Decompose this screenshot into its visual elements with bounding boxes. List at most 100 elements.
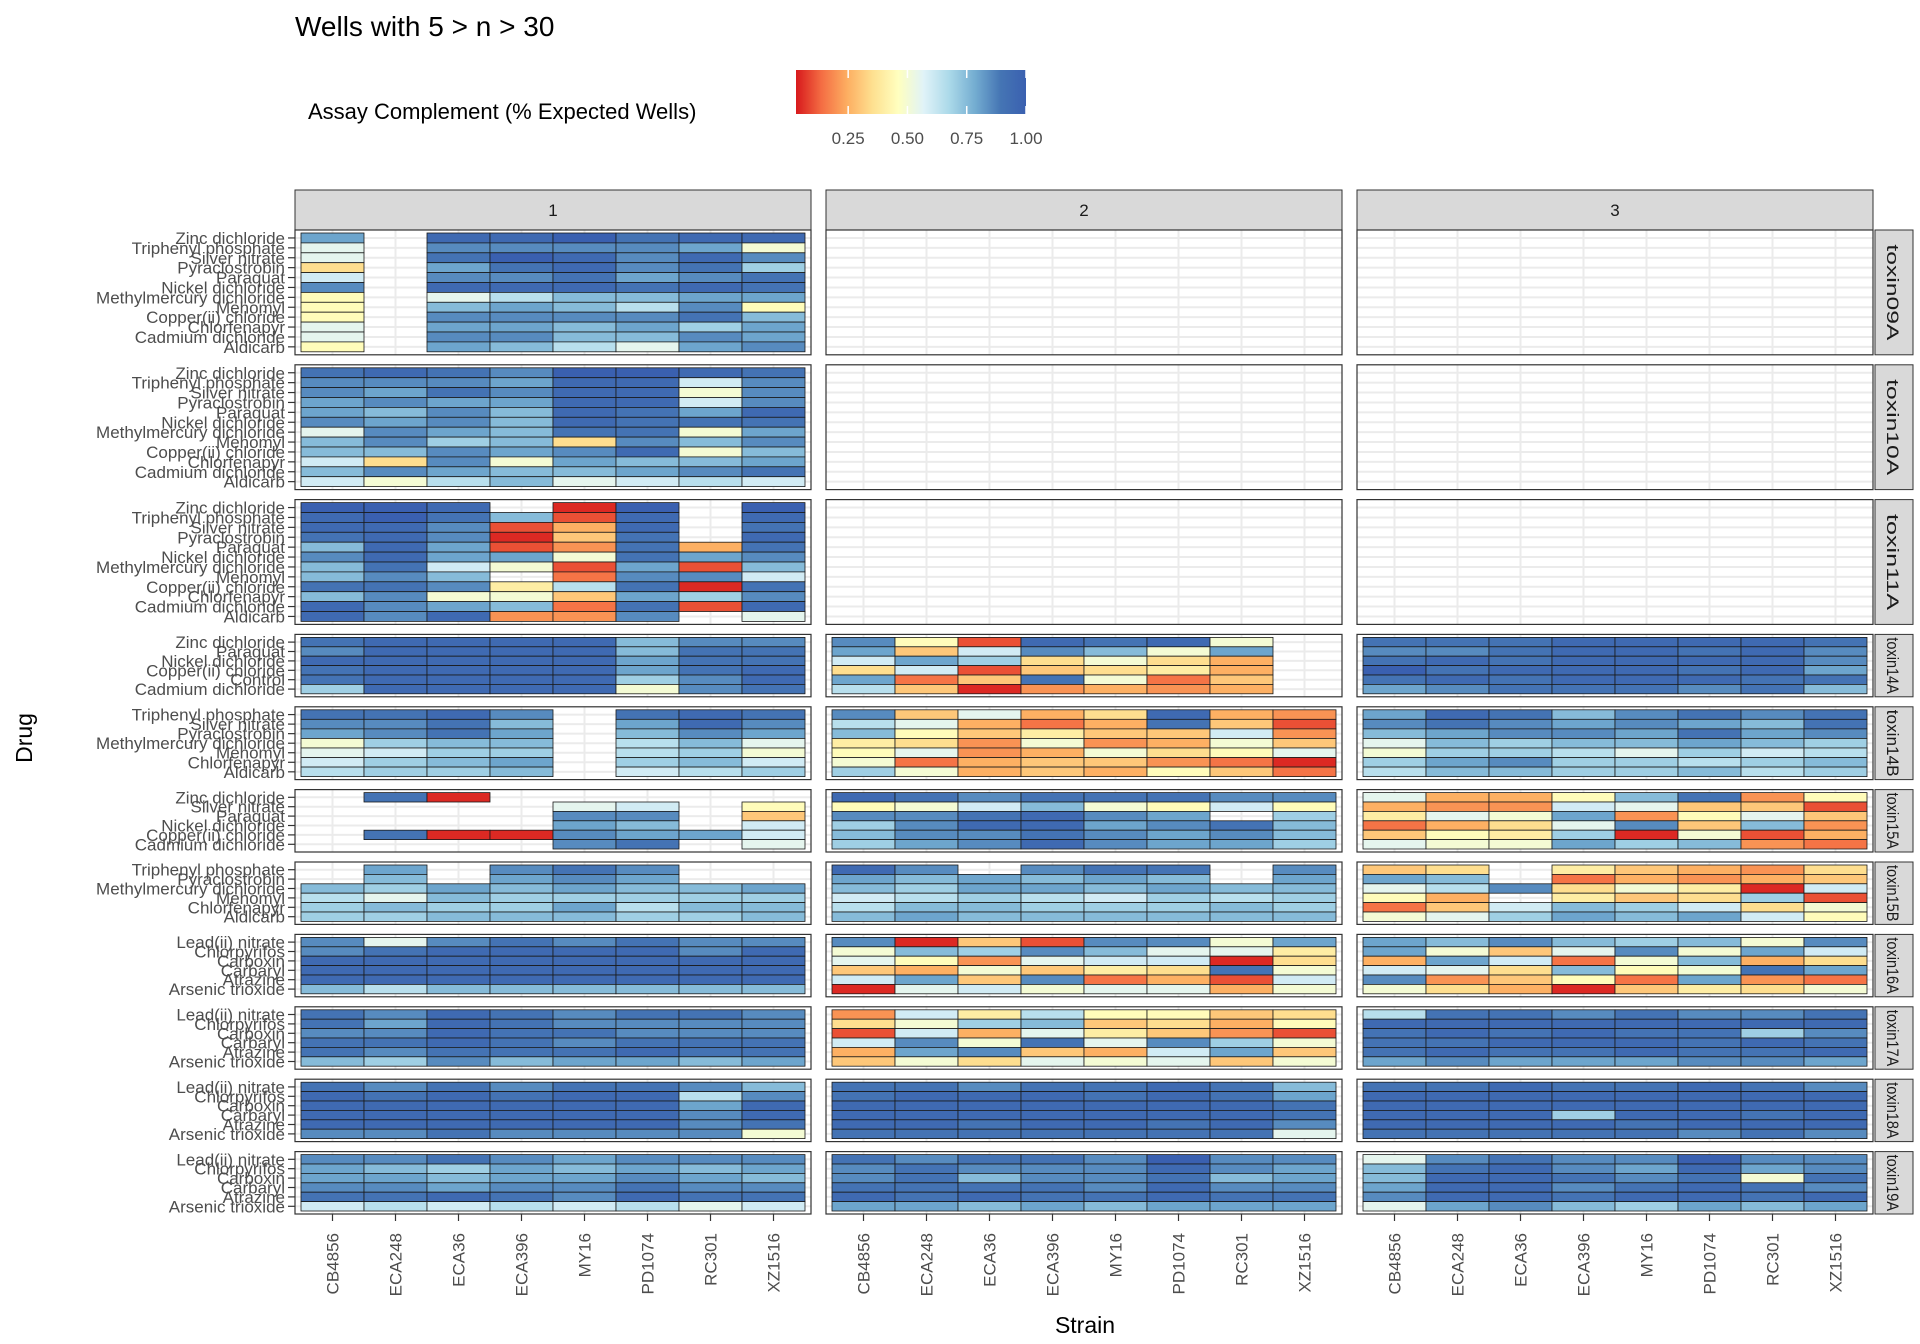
row-strip: toxin18A <box>1874 1078 1914 1143</box>
heatmap-cell <box>426 541 491 553</box>
y-tick-label: Pyraclostrobin <box>177 528 285 547</box>
y-tick-label: Methylmercury dichloride <box>96 558 285 577</box>
heatmap-cell <box>1740 674 1805 685</box>
heatmap-cell <box>1362 637 1427 648</box>
heatmap-cell <box>489 1100 554 1111</box>
heatmap-cell <box>678 757 743 768</box>
heatmap-cell <box>1425 937 1490 948</box>
heatmap-cell <box>615 1191 680 1202</box>
heatmap-cell <box>894 811 959 822</box>
heatmap-cell <box>741 1100 806 1111</box>
heatmap-cell <box>615 937 680 948</box>
heatmap-cell <box>615 637 680 648</box>
heatmap-cell <box>1362 655 1427 667</box>
heatmap-cell <box>1803 946 1868 957</box>
heatmap-cell <box>300 1037 365 1048</box>
heatmap-cell <box>894 1081 959 1092</box>
heatmap-cell <box>1614 811 1679 822</box>
heatmap-cell <box>957 728 1022 739</box>
y-tick: Triphenyl phosphate <box>132 374 295 393</box>
heatmap-cell <box>1362 902 1427 913</box>
heatmap-cell <box>957 646 1022 657</box>
heatmap-cell <box>1551 937 1616 948</box>
heatmap-cell <box>957 874 1022 885</box>
heatmap-cell <box>678 1163 743 1174</box>
heatmap-cell <box>1083 728 1148 739</box>
heatmap-panel <box>825 364 1343 491</box>
heatmap-cell <box>552 829 617 841</box>
heatmap-cell <box>894 1056 959 1067</box>
heatmap-cell <box>1614 766 1679 777</box>
heatmap-cell <box>831 811 896 822</box>
heatmap-cell <box>1209 1201 1274 1212</box>
heatmap-cell <box>426 1018 491 1030</box>
heatmap-cell <box>363 1081 428 1092</box>
heatmap-cell <box>741 466 806 478</box>
panel-border <box>294 1078 812 1143</box>
heatmap-cell <box>1488 738 1553 749</box>
heatmap-cell <box>1020 1047 1085 1058</box>
heatmap-cell <box>957 1128 1022 1139</box>
heatmap-cell <box>957 718 1022 730</box>
y-tick: Chlorfenapyr <box>188 753 295 772</box>
heatmap-cell <box>1551 728 1616 739</box>
y-tick-label: Lead(ii) nitrate <box>176 1006 285 1025</box>
heatmap-cell <box>1083 738 1148 749</box>
heatmap-cell <box>426 1037 491 1048</box>
heatmap-cell <box>1209 946 1274 957</box>
y-tick: Arsenic trioxide <box>169 1197 295 1216</box>
heatmap-cell <box>741 301 806 313</box>
heatmap-cell <box>741 242 806 254</box>
heatmap-cell <box>957 955 1022 967</box>
panel-border <box>294 499 812 626</box>
heatmap-cell <box>300 232 365 244</box>
heatmap-cell <box>1146 902 1211 913</box>
x-tick: CB4856 <box>324 1214 343 1294</box>
x-tick-label: PD1074 <box>1701 1233 1720 1294</box>
heatmap-cell <box>300 456 365 468</box>
heatmap-cell <box>363 377 428 389</box>
heatmap-cell <box>363 684 428 695</box>
heatmap-cell <box>1425 757 1490 768</box>
y-tick-label: Triphenyl phosphate <box>132 374 285 393</box>
heatmap-cell <box>363 1028 428 1039</box>
heatmap-cell <box>426 655 491 667</box>
heatmap-cell <box>1677 1128 1742 1139</box>
heatmap-cell <box>741 801 806 812</box>
heatmap-cell <box>1425 974 1490 985</box>
heatmap-cell <box>615 1047 680 1058</box>
heatmap-cell <box>489 1028 554 1039</box>
heatmap-cell <box>1146 1110 1211 1121</box>
heatmap-cell <box>957 911 1022 922</box>
x-tick: ECA396 <box>513 1214 532 1296</box>
y-tick: Control <box>230 671 295 690</box>
heatmap-cell <box>1425 955 1490 967</box>
heatmap-cell <box>1551 1173 1616 1184</box>
heatmap-cell <box>1803 757 1868 768</box>
heatmap-cell <box>1551 829 1616 841</box>
heatmap-cell <box>426 1119 491 1130</box>
heatmap-cell <box>1614 1081 1679 1092</box>
heatmap-cell <box>1425 864 1490 875</box>
heatmap-cell <box>552 1154 617 1165</box>
heatmap-cell <box>1488 801 1553 812</box>
heatmap-cell <box>1209 655 1274 667</box>
heatmap-cell <box>300 571 365 583</box>
heatmap-cell <box>489 984 554 995</box>
heatmap-cell <box>831 1128 896 1139</box>
heatmap-cell <box>1677 709 1742 720</box>
heatmap-cell <box>363 561 428 573</box>
heatmap-cell <box>426 367 491 379</box>
y-tick-label: Paraquat <box>216 403 285 422</box>
heatmap-cell <box>363 747 428 758</box>
heatmap-cell <box>894 883 959 894</box>
heatmap-cell <box>1425 902 1490 913</box>
heatmap-cell <box>363 512 428 523</box>
heatmap-cell <box>1272 1110 1337 1121</box>
heatmap-cell <box>1362 1009 1427 1020</box>
heatmap-cell <box>1551 1191 1616 1202</box>
heatmap-cell <box>1488 1191 1553 1202</box>
heatmap-cell <box>1146 1009 1211 1020</box>
heatmap-cell <box>1425 984 1490 995</box>
heatmap-cell <box>1488 718 1553 730</box>
